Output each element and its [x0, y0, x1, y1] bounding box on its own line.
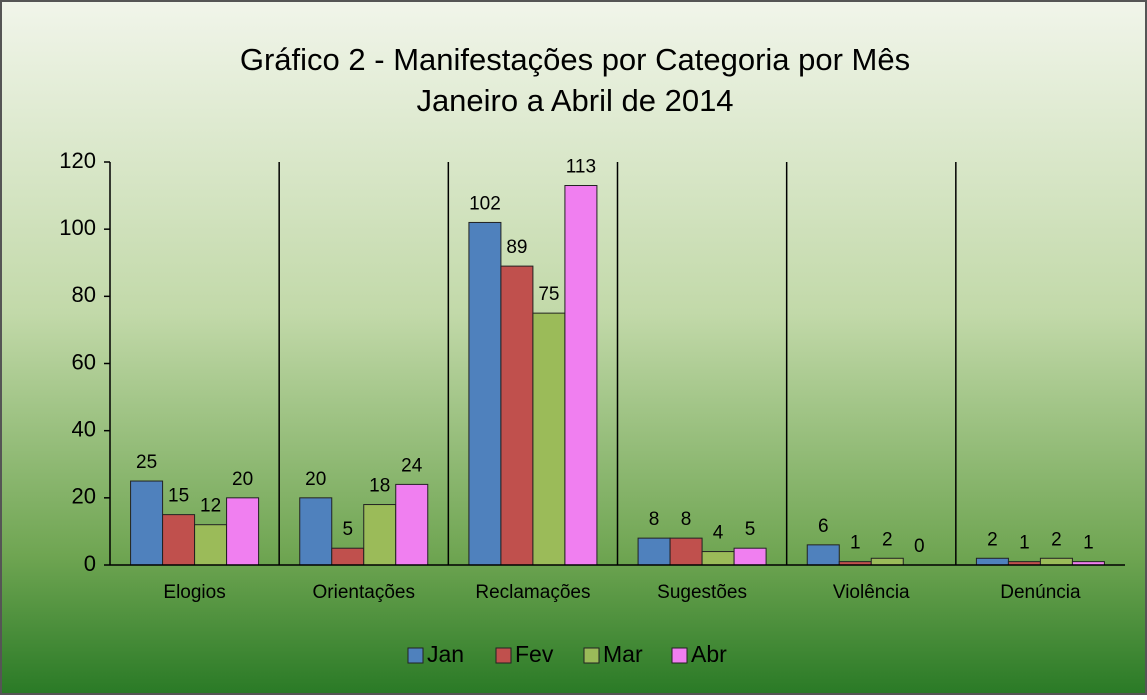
bar	[395, 483, 429, 566]
bar	[194, 524, 228, 566]
bar	[299, 497, 333, 566]
data-label: 20	[232, 469, 253, 490]
bar	[870, 557, 904, 566]
data-label: 5	[342, 519, 353, 540]
bar	[701, 551, 735, 566]
data-label: 24	[401, 455, 423, 476]
legend-label: Fev	[515, 641, 554, 667]
data-label: 5	[745, 519, 756, 540]
data-label: 20	[305, 469, 326, 490]
data-label: 0	[914, 536, 925, 557]
y-tick-label: 80	[72, 282, 96, 307]
bar	[331, 547, 365, 566]
legend-label: Abr	[691, 641, 727, 667]
y-tick-label: 40	[72, 416, 96, 441]
data-label: 89	[506, 237, 527, 258]
data-label: 75	[538, 284, 559, 305]
legend-swatch	[495, 647, 512, 664]
bar	[733, 547, 767, 566]
data-label: 4	[713, 523, 724, 544]
bar	[564, 185, 598, 566]
y-tick-label: 100	[59, 215, 96, 240]
x-tick-label: Reclamações	[475, 582, 590, 603]
data-label: 25	[136, 452, 157, 473]
y-tick-label: 60	[72, 349, 96, 374]
bar	[162, 514, 196, 566]
legend-label: Mar	[603, 641, 643, 667]
data-label: 1	[1083, 533, 1094, 554]
bar	[226, 497, 260, 566]
data-label: 2	[1051, 529, 1062, 550]
bar	[500, 265, 534, 566]
data-label: 18	[369, 476, 390, 497]
bar	[975, 557, 1009, 566]
x-tick-label: Violência	[833, 582, 910, 603]
legend-label: Jan	[427, 641, 464, 667]
x-tick-label: Elogios	[163, 582, 225, 603]
chart-subtitle: Janeiro a Abril de 2014	[416, 83, 733, 118]
data-label: 113	[566, 157, 596, 178]
x-tick-label: Sugestões	[657, 582, 747, 603]
data-label: 1	[850, 533, 861, 554]
y-tick-label: 120	[59, 148, 96, 173]
legend-swatch	[407, 647, 424, 664]
bar	[637, 537, 671, 566]
data-label: 6	[818, 516, 829, 537]
chart-title: Gráfico 2 - Manifestações por Categoria …	[240, 42, 910, 77]
x-tick-label: Orientações	[313, 582, 415, 603]
y-tick-label: 0	[84, 551, 96, 576]
bar	[363, 504, 397, 566]
data-label: 12	[200, 496, 221, 517]
data-label: 102	[469, 193, 501, 214]
bar	[130, 480, 164, 566]
data-label: 8	[681, 509, 692, 530]
data-label: 1	[1019, 533, 1030, 554]
data-label: 2	[987, 529, 998, 550]
bar	[1039, 557, 1073, 566]
data-label: 8	[649, 509, 660, 530]
x-tick-label: Denúncia	[1000, 582, 1081, 603]
legend-swatch	[583, 647, 600, 664]
bar	[532, 312, 566, 566]
data-label: 15	[168, 486, 189, 507]
legend-swatch	[671, 647, 688, 664]
data-label: 2	[882, 529, 893, 550]
bar	[806, 544, 840, 566]
bar	[468, 221, 502, 566]
bar	[669, 537, 703, 566]
y-tick-label: 20	[72, 484, 96, 509]
